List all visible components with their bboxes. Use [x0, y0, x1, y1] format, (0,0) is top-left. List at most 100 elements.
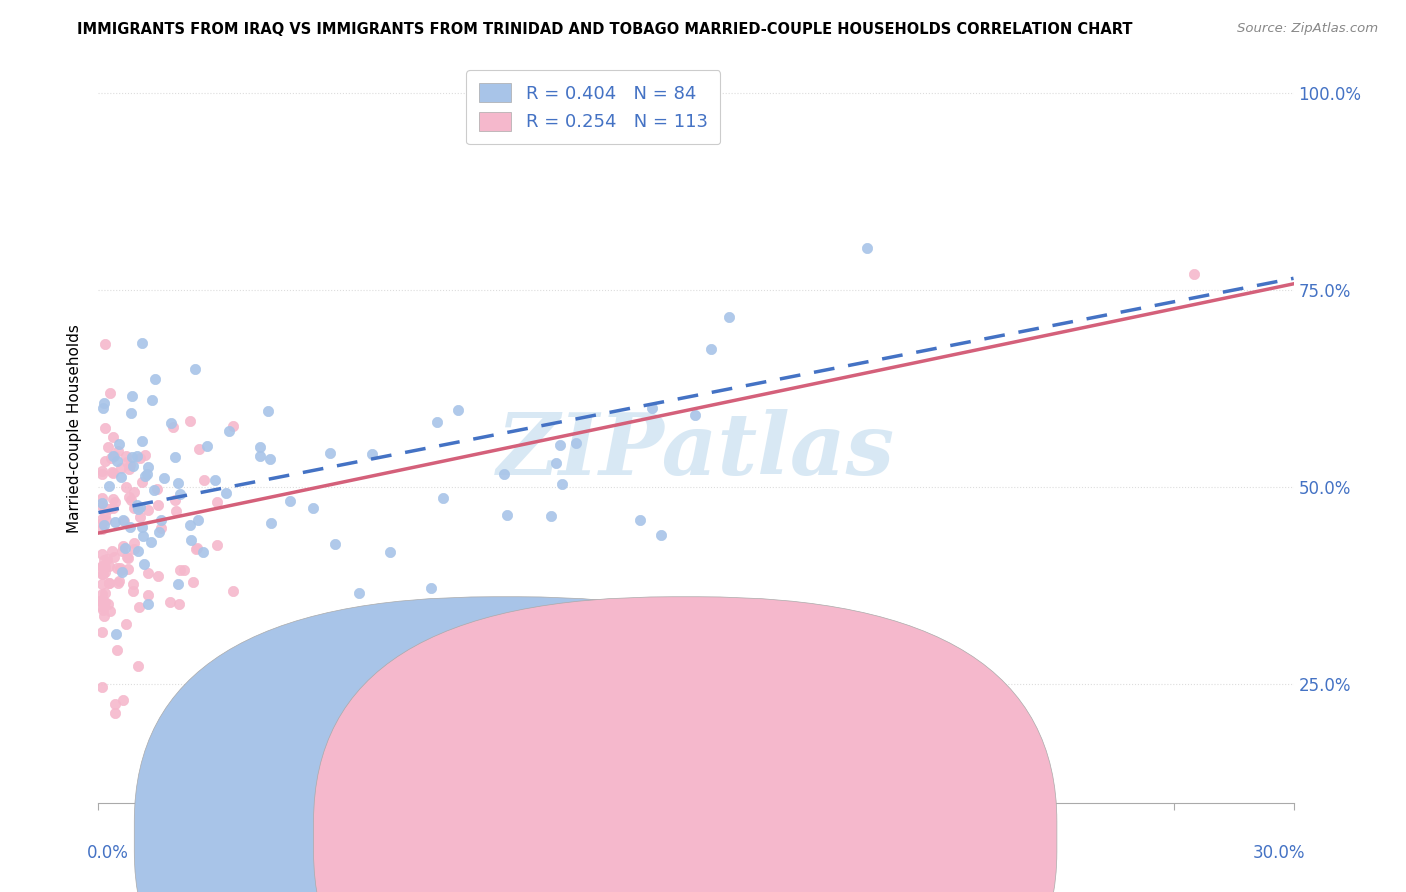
Point — [91, 566, 114, 581]
Point — [91, 680, 114, 694]
Point — [218, 425, 240, 439]
Point — [544, 456, 567, 470]
Point — [551, 477, 574, 491]
Point — [420, 581, 443, 595]
Point — [93, 508, 115, 522]
Point — [115, 449, 138, 463]
Point — [91, 516, 114, 530]
Point — [165, 450, 187, 464]
Point — [91, 522, 114, 536]
Point — [110, 566, 132, 580]
FancyBboxPatch shape — [135, 597, 877, 892]
Point — [97, 440, 120, 454]
Point — [166, 504, 188, 518]
Point — [96, 513, 118, 527]
Point — [131, 520, 153, 534]
Point — [101, 465, 124, 479]
Point — [97, 576, 120, 591]
Point — [166, 577, 188, 591]
Point — [128, 600, 150, 615]
Point — [91, 559, 114, 574]
Point — [205, 538, 228, 552]
Point — [110, 563, 132, 577]
Point — [249, 449, 271, 463]
Point — [121, 583, 143, 598]
Point — [94, 420, 117, 434]
Point — [97, 597, 120, 611]
Point — [104, 706, 127, 720]
Point — [125, 449, 148, 463]
Point — [118, 519, 141, 533]
Point — [101, 449, 124, 463]
Point — [136, 597, 159, 611]
Point — [118, 490, 141, 504]
Text: IMMIGRANTS FROM IRAQ VS IMMIGRANTS FROM TRINIDAD AND TOBAGO MARRIED-COUPLE HOUSE: IMMIGRANTS FROM IRAQ VS IMMIGRANTS FROM … — [77, 22, 1133, 37]
Point — [257, 404, 280, 418]
Point — [93, 396, 115, 410]
Point — [302, 501, 325, 516]
Point — [187, 442, 209, 456]
Point — [91, 512, 114, 526]
Point — [132, 557, 155, 571]
Point — [169, 563, 191, 577]
Point — [169, 487, 191, 501]
Point — [121, 577, 143, 591]
Point — [135, 467, 157, 482]
Point — [124, 541, 146, 556]
Point — [179, 517, 201, 532]
Point — [112, 539, 135, 553]
Point — [93, 566, 115, 581]
Point — [97, 501, 120, 516]
Text: Immigrants from Iraq: Immigrants from Iraq — [531, 829, 695, 844]
Point — [280, 494, 302, 508]
Point — [180, 533, 202, 547]
Point — [141, 392, 163, 407]
Point — [184, 362, 207, 376]
Point — [98, 386, 121, 401]
Point — [101, 491, 124, 506]
Point — [117, 550, 139, 565]
Point — [249, 440, 271, 454]
Point — [91, 401, 114, 415]
Point — [222, 419, 245, 434]
Point — [120, 492, 142, 507]
Point — [128, 500, 150, 515]
Text: ZIPatlas: ZIPatlas — [496, 409, 896, 492]
Point — [187, 513, 209, 527]
Point — [91, 464, 114, 478]
Point — [193, 473, 215, 487]
Text: Source: ZipAtlas.com: Source: ZipAtlas.com — [1237, 22, 1378, 36]
Point — [100, 543, 122, 558]
Point — [93, 553, 115, 567]
Text: 0.0%: 0.0% — [87, 844, 128, 862]
Point — [153, 470, 176, 484]
Point — [347, 586, 370, 600]
Point — [111, 513, 134, 527]
Point — [121, 389, 143, 403]
Point — [91, 577, 114, 591]
Point — [181, 575, 204, 590]
Point — [146, 482, 169, 496]
Point — [117, 562, 139, 576]
Point — [159, 595, 181, 609]
Point — [94, 559, 117, 574]
Point — [718, 310, 741, 325]
Point — [94, 586, 117, 600]
Point — [205, 494, 228, 508]
Point — [319, 446, 342, 460]
Point — [134, 468, 156, 483]
Point — [107, 574, 129, 588]
Point — [98, 575, 121, 590]
Point — [127, 659, 149, 673]
Point — [98, 604, 121, 618]
Legend: R = 0.404   N = 84, R = 0.254   N = 113: R = 0.404 N = 84, R = 0.254 N = 113 — [465, 70, 720, 145]
Point — [628, 513, 651, 527]
Point — [173, 563, 195, 577]
Point — [105, 454, 128, 468]
Point — [91, 595, 114, 609]
Point — [148, 525, 170, 540]
Point — [432, 491, 454, 505]
Point — [131, 475, 153, 489]
Point — [111, 543, 134, 558]
Point — [378, 545, 401, 559]
